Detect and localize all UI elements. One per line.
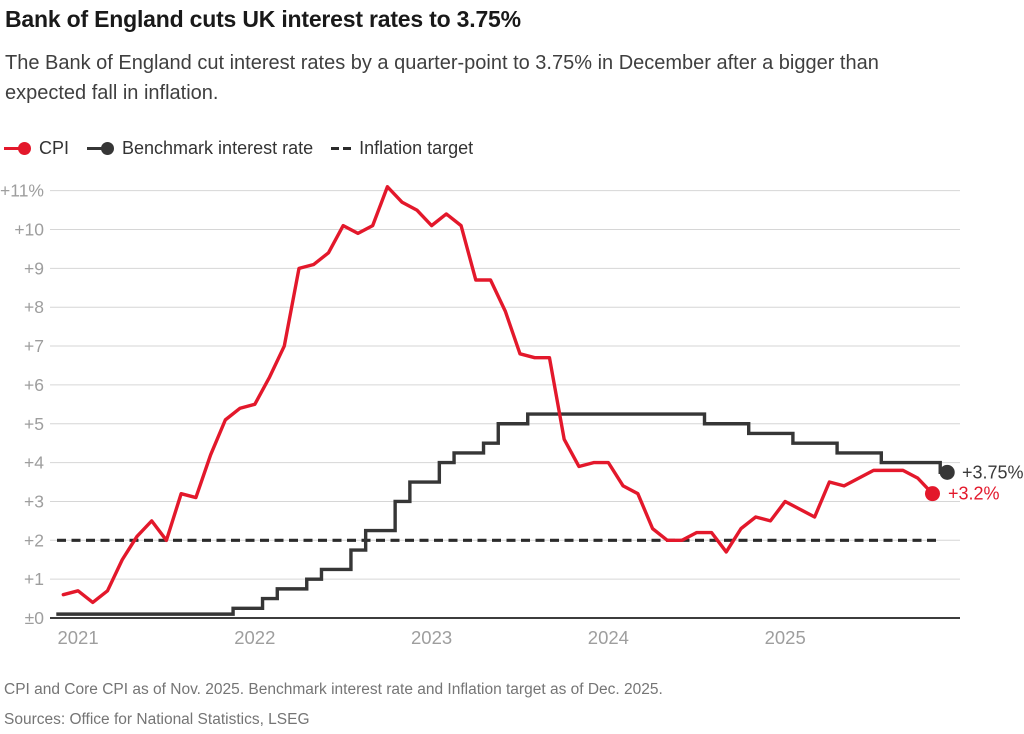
y-axis-tick-label: ±0: [25, 608, 45, 628]
x-axis-tick-label: 2021: [57, 627, 98, 648]
y-axis-tick-label: +3: [24, 491, 44, 511]
benchmark-rate-line: [56, 412, 948, 616]
legend-label-benchmark-rate: Benchmark interest rate: [122, 137, 314, 158]
y-axis-tick-label: +4: [24, 453, 44, 473]
chart-sources: Sources: Office for National Statistics,…: [4, 711, 310, 728]
cpi-end-dot: [924, 486, 940, 502]
y-axis-tick-label: +6: [24, 375, 44, 395]
y-axis-tick-label: +11%: [0, 181, 44, 201]
legend-item-benchmark-rate: Benchmark interest rate: [87, 138, 313, 159]
y-axis-tick-label: +1: [24, 569, 44, 589]
chart-svg: ±0 +1 +2 +3 +4 +5 +6 +7 +8 +9 +10 +11% 2021 2022 2023 2…: [0, 181, 1024, 648]
benchmark-rate-line-dot-icon: [87, 141, 115, 156]
benchmark-rate-end-dot: [939, 464, 955, 480]
legend-label-cpi: CPI: [39, 137, 70, 158]
y-axis-tick-label: +2: [24, 530, 44, 550]
chart-subtitle: The Bank of England cut interest rates b…: [5, 52, 879, 104]
cpi-end-label: +3.2%: [948, 484, 1000, 504]
y-axis-tick-label: +7: [24, 336, 44, 356]
cpi-line-dot-icon: [4, 141, 31, 156]
y-axis-tick-label: +9: [24, 258, 44, 278]
x-axis-tick-label: 2022: [234, 627, 275, 648]
y-axis-tick-label: +5: [24, 414, 44, 434]
legend: CPI Benchmark interest rate Inflation ta…: [4, 136, 473, 160]
legend-item-inflation-target: Inflation target: [331, 138, 473, 159]
x-axis-tick-label: 2025: [765, 627, 806, 648]
chart-footnote: CPI and Core CPI as of Nov. 2025. Benchm…: [4, 681, 663, 698]
x-axis-tick-label: 2024: [588, 627, 629, 648]
cpi-line: [61, 185, 935, 605]
y-axis-tick-label: +10: [14, 220, 44, 240]
legend-label-inflation-target: Inflation target: [359, 137, 474, 158]
legend-item-cpi: CPI: [4, 138, 69, 159]
x-axis-tick-label: 2023: [411, 627, 452, 648]
inflation-target-dashes-icon: [331, 141, 352, 156]
benchmark-rate-end-label: +3.75%: [962, 462, 1024, 482]
chart-title: Bank of England cuts UK interest rates t…: [5, 6, 521, 32]
y-axis-tick-label: +8: [24, 297, 44, 317]
